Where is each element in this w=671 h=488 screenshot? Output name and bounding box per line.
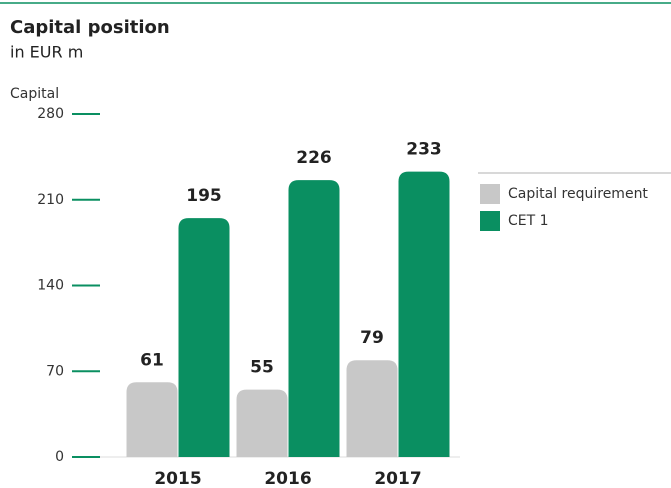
data-label: 233 <box>406 140 442 160</box>
y-tick-label: 210 <box>37 192 64 208</box>
legend-swatch <box>480 184 500 204</box>
data-label: 195 <box>186 186 222 206</box>
bar <box>288 180 340 457</box>
bar <box>346 360 398 457</box>
y-tick-label: 70 <box>46 363 64 379</box>
x-tick-label: 2016 <box>264 469 311 488</box>
x-tick-label: 2015 <box>154 469 201 488</box>
bar <box>178 218 230 457</box>
y-tick-label: 140 <box>37 278 64 294</box>
y-tick-label: 280 <box>37 106 64 122</box>
bar <box>398 171 450 457</box>
data-label: 61 <box>140 350 164 370</box>
bar <box>126 382 178 457</box>
legend-label: CET 1 <box>508 213 549 229</box>
legend-swatch <box>480 211 500 231</box>
bar <box>236 389 288 457</box>
y-axis-label: Capital <box>10 86 59 102</box>
y-tick-label: 0 <box>55 449 64 465</box>
data-label: 79 <box>360 328 384 348</box>
chart-title: Capital position <box>10 17 170 38</box>
data-label: 226 <box>296 148 332 168</box>
chart-subtitle: in EUR m <box>10 43 83 62</box>
data-label: 55 <box>250 358 274 378</box>
legend-label: Capital requirement <box>508 186 648 202</box>
x-tick-label: 2017 <box>374 469 421 488</box>
